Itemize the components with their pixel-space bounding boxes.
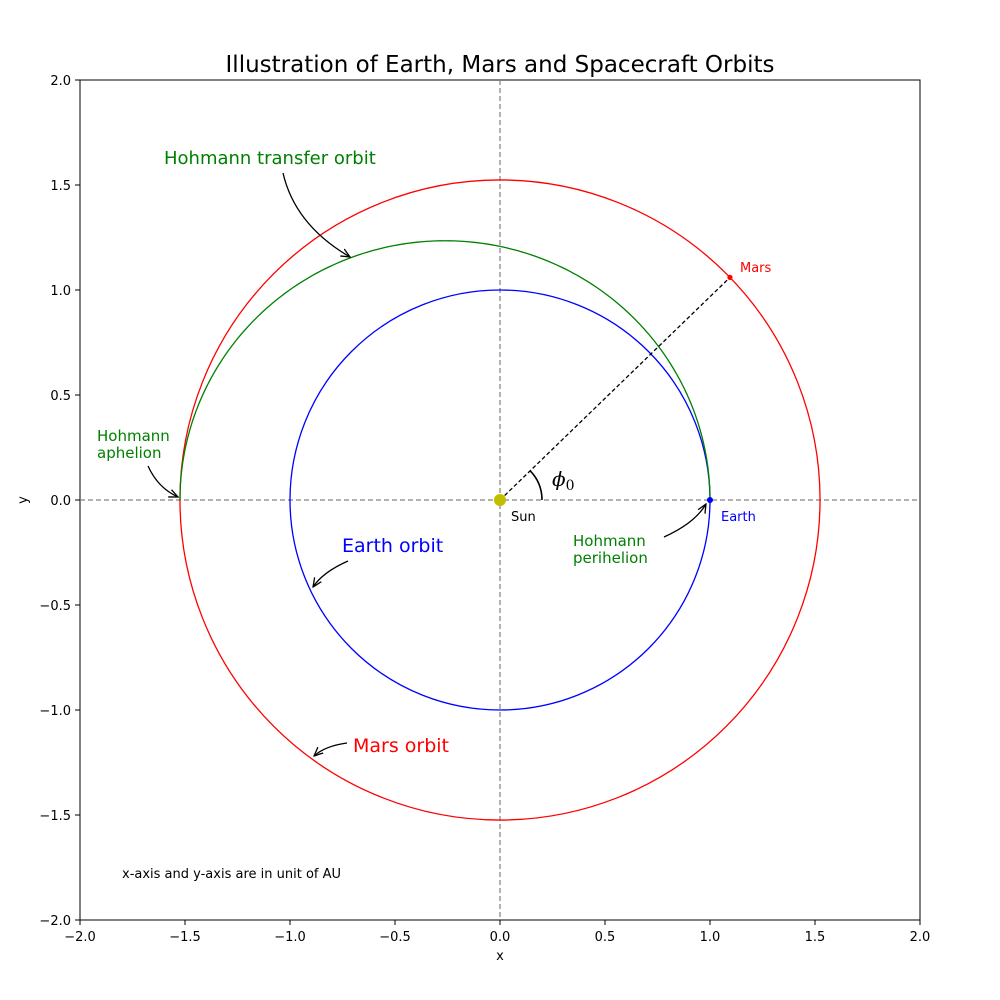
y-tick-label: −2.0 xyxy=(39,914,71,929)
y-axis-label: y xyxy=(16,496,31,504)
hohmann-perihelion-arrow xyxy=(663,504,706,538)
y-tick-label: −1.0 xyxy=(39,704,71,719)
y-tick-label: −1.5 xyxy=(39,809,71,824)
mars-orbit-arrow xyxy=(314,742,348,756)
mars-marker xyxy=(727,274,733,280)
x-axis-label: x xyxy=(496,949,504,964)
hohmann-aphelion-line-2: aphelion xyxy=(97,444,161,462)
x-tick-label: 2.0 xyxy=(910,930,931,945)
y-tick-label: 0.5 xyxy=(50,389,71,404)
sun-marker xyxy=(494,494,506,506)
x-tick-label: −1.0 xyxy=(274,930,306,945)
earth-marker xyxy=(707,497,713,503)
phi-label: ϕ0 xyxy=(552,467,575,494)
x-tick-label: 0.0 xyxy=(490,930,511,945)
hohmann-aphelion-label: Hohmann aphelion xyxy=(97,427,175,462)
hohmann-perihelion-line-2: perihelion xyxy=(573,549,648,567)
y-tick-label: 0.0 xyxy=(50,494,71,509)
x-tick-label: 1.5 xyxy=(805,930,826,945)
sun-label: Sun xyxy=(511,510,536,525)
x-axis: −2.0 −1.5 −1.0 −0.5 0.0 0.5 1.0 1.5 2.0 xyxy=(64,920,930,945)
chart-title: Illustration of Earth, Mars and Spacecra… xyxy=(226,52,775,78)
mars-orbit-label: Mars orbit xyxy=(353,735,449,757)
hohmann-perihelion-label: Hohmann perihelion xyxy=(573,532,651,567)
x-tick-label: 1.0 xyxy=(700,930,721,945)
earth-orbit-label: Earth orbit xyxy=(342,535,443,557)
x-tick-label: 0.5 xyxy=(595,930,616,945)
mars-label: Mars xyxy=(740,261,772,276)
earth-label: Earth xyxy=(721,510,756,525)
y-tick-label: 1.5 xyxy=(50,179,71,194)
y-tick-label: −0.5 xyxy=(39,599,71,614)
phi-subscript: 0 xyxy=(566,478,575,494)
hohmann-transfer-orbit xyxy=(179,240,711,501)
hohmann-aphelion-arrow xyxy=(147,465,178,497)
y-tick-label: 2.0 xyxy=(50,74,71,89)
units-note: x-axis and y-axis are in unit of AU xyxy=(122,867,341,882)
x-tick-label: −2.0 xyxy=(64,930,96,945)
hohmann-perihelion-line-1: Hohmann xyxy=(573,532,646,550)
sun-mars-line xyxy=(499,276,731,501)
hohmann-transfer-label: Hohmann transfer orbit xyxy=(164,148,376,169)
x-tick-label: −1.5 xyxy=(169,930,201,945)
y-axis: −2.0 −1.5 −1.0 −0.5 0.0 0.5 1.0 1.5 2.0 xyxy=(39,74,80,929)
y-tick-label: 1.0 xyxy=(50,284,71,299)
hohmann-transfer-arrow xyxy=(282,172,350,257)
hohmann-aphelion-line-1: Hohmann xyxy=(97,427,170,445)
phi-angle-arc xyxy=(529,470,543,501)
mars-orbit xyxy=(179,179,821,821)
earth-orbit-arrow xyxy=(313,560,349,587)
x-tick-label: −0.5 xyxy=(379,930,411,945)
